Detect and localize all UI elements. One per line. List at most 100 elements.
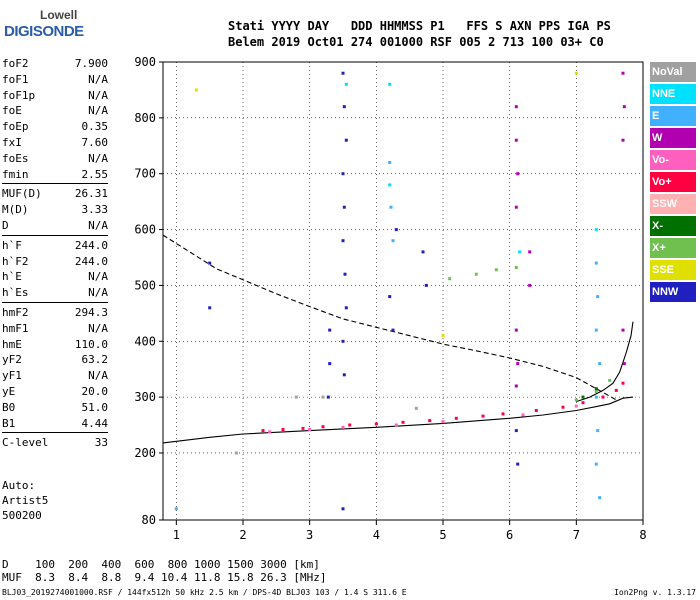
echo-point-vo- [301, 426, 305, 430]
echo-point-nnw [208, 261, 212, 265]
param-value: 7.60 [81, 135, 109, 149]
param-row: hmE 110.0 [2, 337, 108, 353]
echo-point-vo- [614, 388, 618, 392]
param-row: foF1p N/A [2, 88, 108, 104]
echo-point-w [514, 384, 518, 388]
param-value: N/A [88, 151, 108, 165]
param-name: yE [2, 384, 16, 398]
echo-point-x- [581, 395, 585, 399]
param-value: N/A [88, 369, 108, 383]
echo-point-w [514, 105, 518, 109]
echo-point-vo- [574, 404, 578, 408]
echo-point-x- [514, 266, 518, 269]
param-row: B1 4.44 [2, 416, 108, 432]
param-row: foEs N/A [2, 151, 108, 167]
param-row: fxI 7.60 [2, 135, 108, 151]
echo-point-noval [321, 395, 325, 399]
param-value: 0.35 [81, 120, 109, 134]
echo-point-nnw [514, 429, 518, 433]
echo-point-nne [388, 183, 392, 187]
echo-point-nnw [388, 295, 392, 299]
param-name: fxI [2, 135, 22, 149]
param-name: hmE [2, 337, 22, 351]
param-name: foEs [2, 151, 29, 165]
echo-point-e [596, 429, 600, 433]
legend-item-x-: X+ [650, 238, 696, 258]
param-row: h`E N/A [2, 269, 108, 285]
param-row: h`Es N/A [2, 285, 108, 301]
echo-point-nnw [342, 105, 346, 109]
echo-point-nnw [421, 250, 425, 254]
param-row: hmF1 N/A [2, 321, 108, 337]
y-tick-label: 500 [134, 278, 156, 292]
param-name: B1 [2, 416, 16, 430]
param-value: N/A [88, 218, 108, 232]
echo-point-w [621, 138, 625, 142]
param-name: h`E [2, 270, 22, 284]
param-row: foEp 0.35 [2, 119, 108, 135]
echo-point-nnw [328, 328, 332, 332]
param-value: 51.0 [81, 400, 109, 414]
echo-point-x- [594, 387, 598, 391]
echo-point-nnw [328, 362, 332, 366]
echo-point-e [598, 496, 602, 500]
y-tick-label: 800 [134, 111, 156, 125]
legend-item-nnw: NNW [650, 282, 696, 302]
station-header: Stati YYYY DAY DDD HHMMSS P1 FFS S AXN P… [228, 18, 611, 50]
muf-value-row: MUF 8.3 8.4 8.8 9.4 10.4 11.8 15.8 26.3 … [2, 571, 327, 584]
version-label: Ion2Png v. 1.3.17 [614, 588, 696, 597]
param-row: foF2 7.900 [2, 56, 108, 72]
auto-info: Auto: Artist5 500200 [2, 478, 48, 523]
dashed-curve [162, 234, 617, 401]
echo-point-nne [518, 250, 522, 254]
x-tick-label: 6 [506, 528, 513, 542]
muf-distance-row: D 100 200 400 600 800 1000 1500 3000 [km… [2, 558, 320, 571]
param-row: foE N/A [2, 103, 108, 119]
echo-point-w [622, 105, 626, 109]
echo-point-nnw [342, 205, 346, 209]
param-value: 26.31 [74, 187, 108, 201]
auto-label: Auto: [2, 479, 36, 492]
echo-point-nnw [342, 373, 346, 377]
echo-point-w [516, 172, 520, 176]
param-name: fmin [2, 167, 29, 181]
echo-point-nnw [341, 339, 345, 343]
param-value: N/A [88, 104, 108, 118]
echo-point-e [594, 395, 598, 399]
param-name: yF1 [2, 369, 22, 383]
param-name: M(D) [2, 203, 29, 217]
echo-point-vo- [581, 401, 585, 405]
echo-point-nnw [343, 272, 347, 276]
auto-code: 500200 [2, 509, 42, 522]
echo-point-nnw [394, 228, 398, 232]
param-row: fmin 2.55 [2, 167, 108, 183]
param-value: N/A [88, 321, 108, 335]
echo-point-e [594, 462, 598, 466]
parameter-panel: foF2 7.900 foF1 N/A foF1p N/A foE N/A foEp 0.35 fx… [2, 56, 108, 451]
param-name: h`F2 [2, 254, 29, 268]
echo-point-vo- [561, 405, 565, 409]
echo-point-nnw [424, 283, 428, 287]
echo-point-w [528, 250, 532, 254]
echo-point-w [514, 328, 518, 332]
logo-line1: Lowell [40, 8, 78, 22]
param-value: 20.0 [81, 384, 109, 398]
param-row: yF2 63.2 [2, 352, 108, 368]
x-tick-label: 4 [373, 528, 380, 542]
y-tick-label: 700 [134, 167, 156, 181]
echo-point-vo- [621, 381, 625, 385]
header-line2: Belem 2019 Oct01 274 001000 RSF 005 2 71… [228, 35, 604, 49]
lowell-digisonde-logo: Lowell DIGISONDE [4, 6, 114, 46]
param-value: 294.3 [74, 305, 108, 319]
echo-point-e [594, 328, 598, 332]
echo-point-nne [594, 228, 598, 232]
plot-frame [162, 61, 644, 521]
echo-point-vo- [394, 423, 398, 427]
echo-point-sse [441, 334, 445, 338]
param-row: yE 20.0 [2, 384, 108, 400]
legend-item-vo-: Vo- [650, 150, 696, 170]
param-name: foF2 [2, 57, 29, 70]
echo-point-vo- [441, 420, 445, 424]
echo-point-x- [448, 277, 452, 281]
echo-point-nnw [344, 306, 348, 310]
